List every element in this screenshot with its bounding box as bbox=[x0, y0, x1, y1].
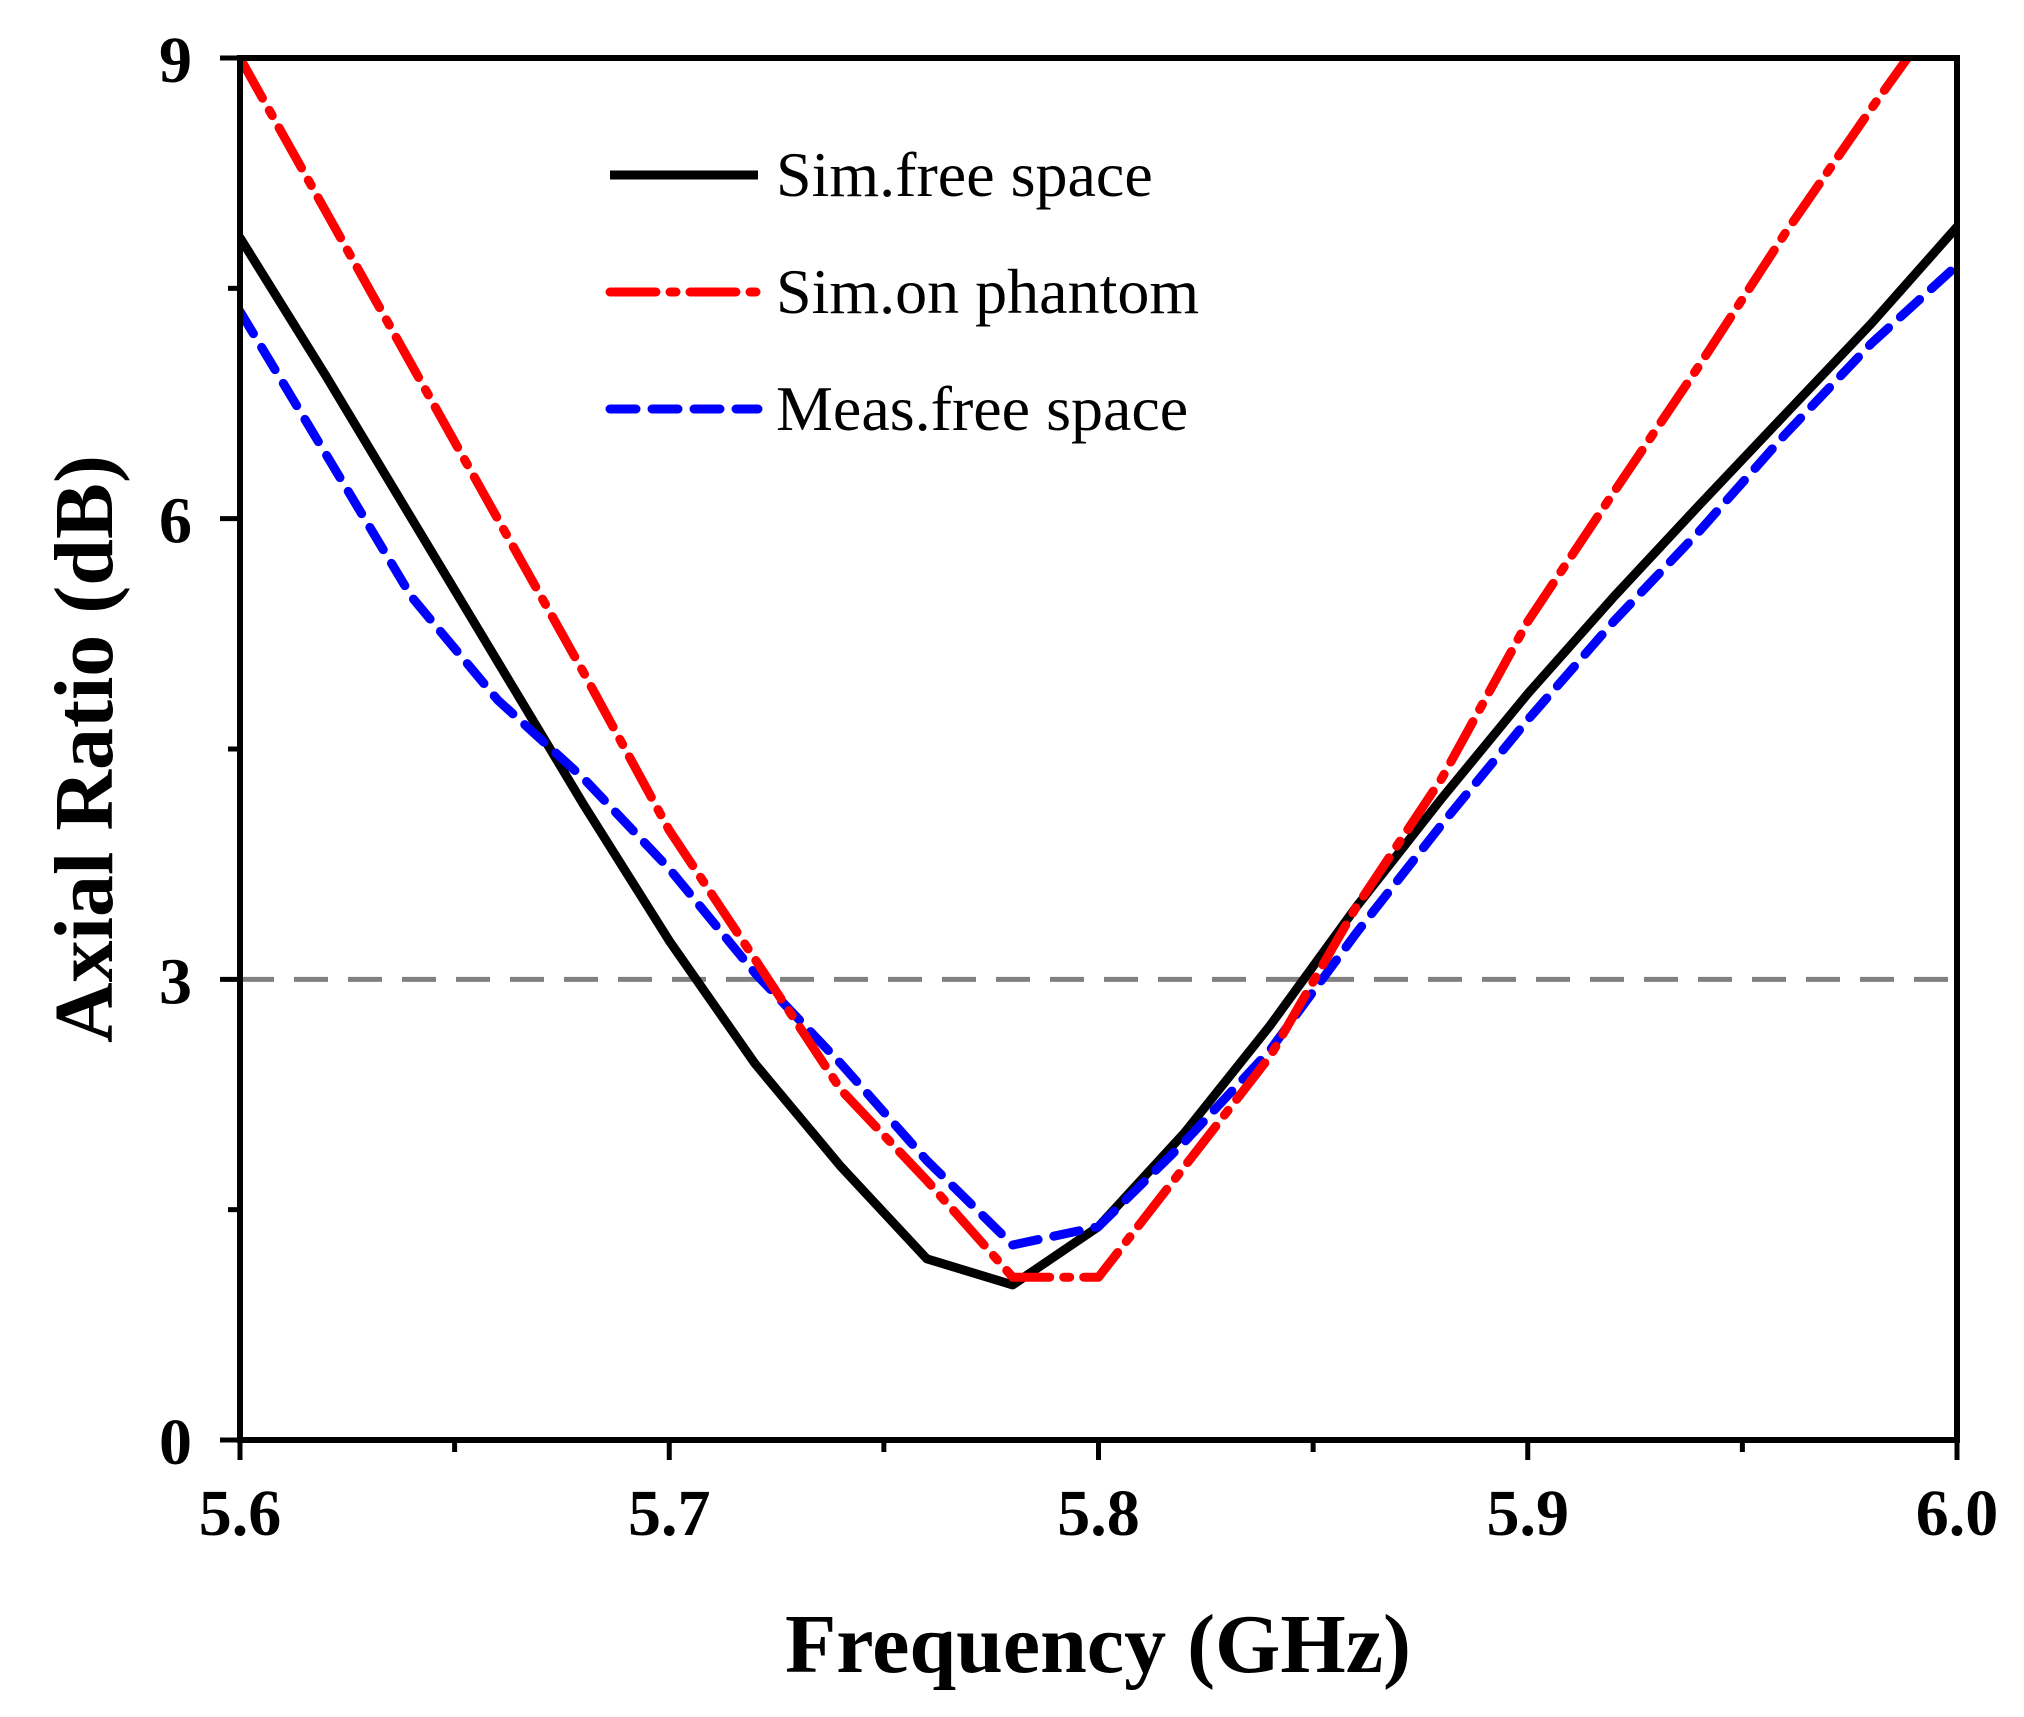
x-axis-title: Frequency (GHz) bbox=[785, 1598, 1411, 1691]
legend-label-sim-free-space: Sim.free space bbox=[776, 139, 1153, 210]
y-tick-label: 9 bbox=[159, 24, 192, 97]
x-tick-label: 5.7 bbox=[628, 1477, 711, 1550]
legend: Sim.free space Sim.on phantom Meas.free … bbox=[605, 139, 1199, 444]
ticks-layer: 5.6 5.7 5.8 5.9 6.0 0 3 6 9 bbox=[159, 24, 1998, 1550]
y-tick-label: 0 bbox=[159, 1406, 192, 1479]
x-tick-label: 5.8 bbox=[1057, 1477, 1140, 1550]
y-tick-label: 6 bbox=[159, 485, 192, 558]
y-tick-label: 3 bbox=[159, 945, 192, 1018]
x-tick-label: 5.6 bbox=[199, 1477, 282, 1550]
series-line-sim-on-phantom bbox=[240, 58, 1914, 1282]
legend-label-sim-on-phantom: Sim.on phantom bbox=[776, 256, 1199, 327]
y-axis-title: Axial Ratio (dB) bbox=[38, 455, 131, 1043]
series-line-meas-free-space bbox=[240, 260, 1957, 1250]
x-tick-label: 5.9 bbox=[1487, 1477, 1570, 1550]
legend-label-meas-free-space: Meas.free space bbox=[776, 373, 1188, 444]
x-tick-label: 6.0 bbox=[1916, 1477, 1999, 1550]
series-layer bbox=[240, 58, 1957, 1290]
